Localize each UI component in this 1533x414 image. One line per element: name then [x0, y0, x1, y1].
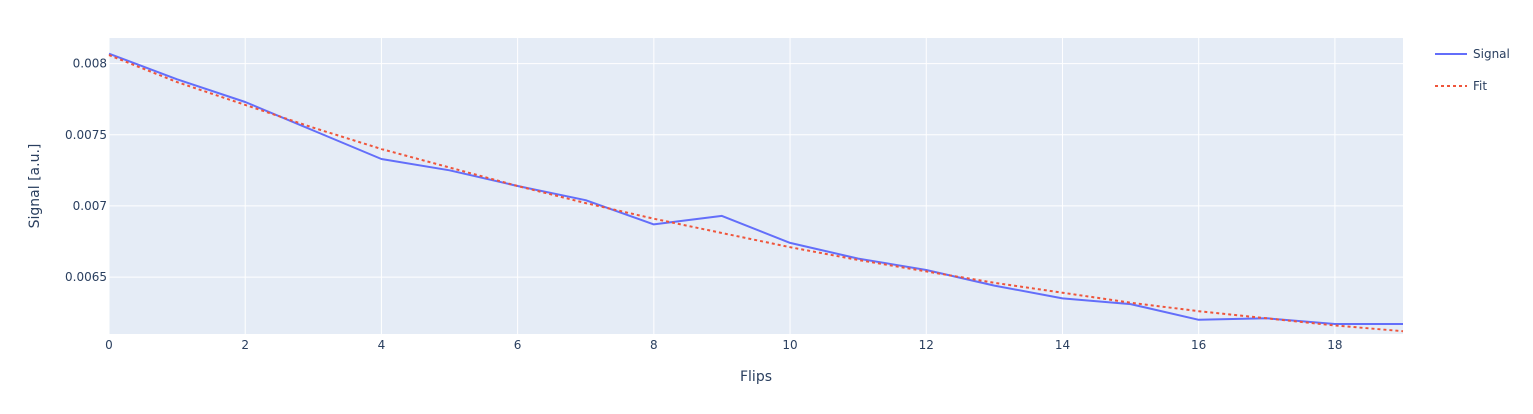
y-tick-label: 0.008 [73, 57, 107, 71]
y-tick-label: 0.0075 [65, 128, 107, 142]
x-tick-label: 4 [378, 338, 386, 352]
y-tick-label: 0.007 [73, 199, 107, 213]
x-tick-label: 6 [514, 338, 522, 352]
legend: Signal Fit [1435, 47, 1510, 93]
series-line-signal [108, 52, 1403, 325]
x-gridlines [108, 38, 1336, 334]
legend-label-fit: Fit [1473, 79, 1487, 93]
x-tick-label: 2 [241, 338, 249, 352]
x-tick-labels: 0 2 4 6 8 10 12 14 16 18 [105, 338, 1342, 352]
legend-label-signal: Signal [1473, 47, 1510, 61]
x-tick-label: 0 [105, 338, 113, 352]
x-tick-label: 12 [919, 338, 934, 352]
series-line-fit [108, 54, 1404, 333]
plot-background [109, 38, 1403, 334]
series-lines [108, 52, 1404, 333]
x-axis-title: Flips [740, 369, 772, 385]
x-tick-label: 8 [650, 338, 658, 352]
y-tick-labels: 0.0065 0.007 0.0075 0.008 [65, 57, 107, 284]
y-tick-label: 0.0065 [65, 270, 107, 284]
y-axis-title: Signal [a.u.] [27, 144, 43, 229]
x-tick-label: 16 [1191, 338, 1206, 352]
x-tick-label: 10 [782, 338, 797, 352]
x-tick-label: 14 [1055, 338, 1070, 352]
x-tick-label: 18 [1327, 338, 1342, 352]
